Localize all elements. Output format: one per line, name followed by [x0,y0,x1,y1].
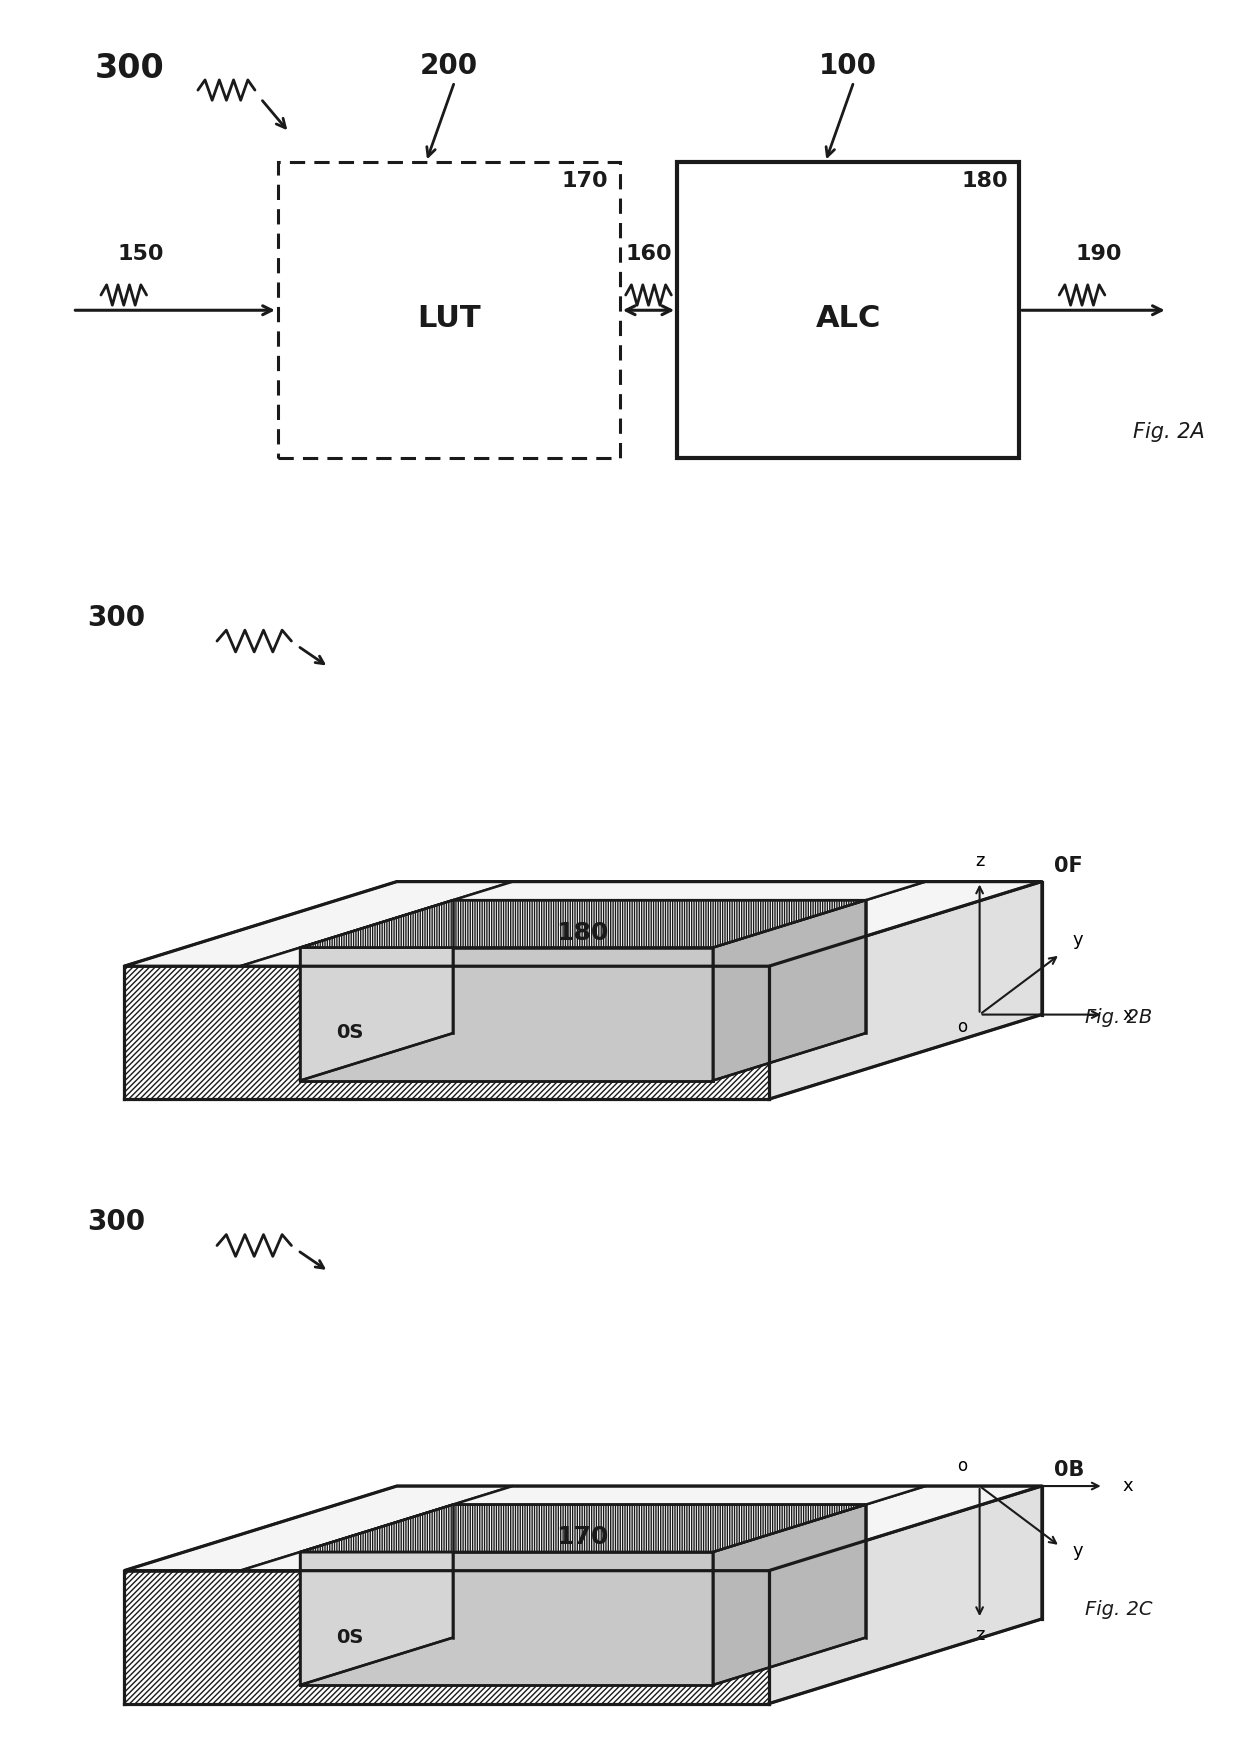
Polygon shape [124,1572,769,1703]
Polygon shape [300,1552,713,1685]
Text: y: y [1073,1542,1084,1559]
Text: 300: 300 [87,603,145,631]
Polygon shape [124,881,513,967]
Text: 100: 100 [820,53,877,81]
Text: 0F: 0F [1054,855,1083,876]
Polygon shape [300,948,713,1081]
Text: o: o [957,1018,967,1035]
Text: 170: 170 [562,170,609,191]
Text: 180: 180 [961,170,1008,191]
Polygon shape [652,1486,1042,1572]
Text: 0S: 0S [336,1023,363,1042]
Polygon shape [124,1486,513,1572]
Text: z: z [975,1626,985,1643]
Text: 170: 170 [557,1526,609,1549]
Polygon shape [300,1505,453,1685]
Polygon shape [300,901,866,948]
Polygon shape [124,967,769,1099]
Polygon shape [769,1486,1042,1703]
Text: 200: 200 [420,53,477,81]
Text: ALC: ALC [816,305,880,333]
Text: Fig. 2C: Fig. 2C [1085,1600,1152,1619]
Text: Fig. 2A: Fig. 2A [1133,422,1205,442]
Polygon shape [300,1505,866,1552]
Text: o: o [957,1458,967,1475]
Text: x: x [1122,1477,1133,1494]
Polygon shape [769,881,1042,1099]
Bar [677,163,1019,459]
Polygon shape [124,1572,769,1703]
Text: z: z [975,853,985,871]
Polygon shape [241,948,713,967]
Polygon shape [241,1552,713,1572]
Text: y: y [1073,930,1084,950]
Text: 300: 300 [95,53,165,86]
Text: 150: 150 [118,244,164,263]
Polygon shape [713,1505,866,1685]
Polygon shape [652,881,1042,967]
Polygon shape [713,901,866,1081]
Text: 160: 160 [625,244,672,263]
Text: x: x [1122,1006,1133,1023]
Polygon shape [453,881,925,901]
Polygon shape [124,967,769,1099]
Text: 300: 300 [87,1209,145,1235]
Text: 190: 190 [1076,244,1122,263]
Polygon shape [453,1486,925,1505]
Bar [278,163,620,459]
Text: LUT: LUT [417,305,481,333]
Text: Fig. 2B: Fig. 2B [1085,1007,1152,1027]
Text: 0S: 0S [336,1628,363,1647]
Text: 180: 180 [557,922,609,944]
Text: 0B: 0B [1054,1459,1084,1480]
Polygon shape [300,901,453,1081]
